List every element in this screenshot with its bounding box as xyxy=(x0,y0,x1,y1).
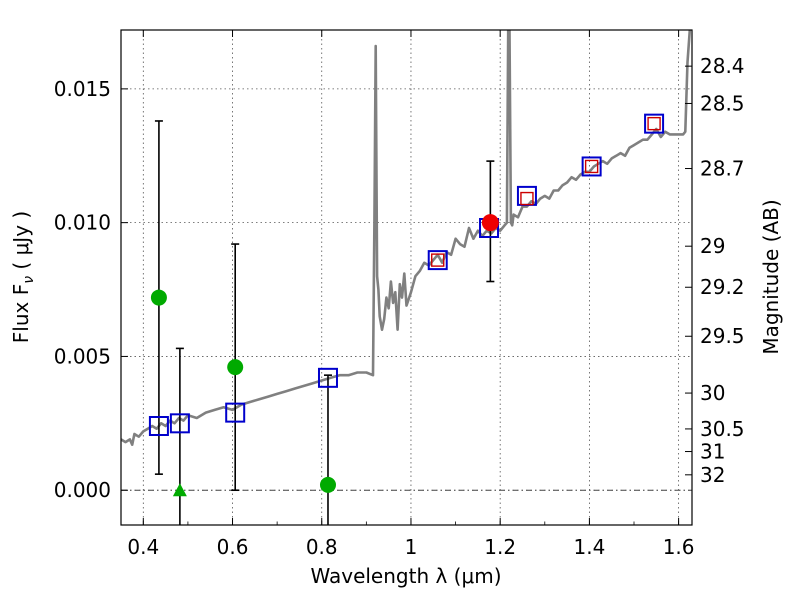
y-axis-ticks: 0.000 0.005 0.010 0.015 xyxy=(54,77,128,502)
y-axis-title-unit: ( μJy ) xyxy=(9,211,33,276)
model-flux-square xyxy=(225,402,246,423)
ir-photometry-square xyxy=(520,191,534,206)
magnitude-tick-label: 28.5 xyxy=(700,91,745,115)
optical-photometry-point xyxy=(227,359,244,376)
model-flux-square xyxy=(644,113,665,134)
magnitude-tick-label: 31 xyxy=(700,440,725,464)
magnitude-tick-label: 29.2 xyxy=(700,275,745,299)
y-tick-label: 0.005 xyxy=(54,344,111,368)
magnitude-tick-label: 29.5 xyxy=(700,324,745,348)
plot-frame xyxy=(120,29,693,526)
magnitude-tick-label: 30.5 xyxy=(700,417,745,441)
y-axis-title-main: Flux F xyxy=(9,284,33,343)
x-axis-title: Wavelength λ (μm) xyxy=(310,564,501,588)
magnitude-tick-label: 28.4 xyxy=(700,54,745,78)
model-flux-square xyxy=(581,156,602,177)
x-tick-label: 0.4 xyxy=(127,535,159,559)
y-tick-label: 0.015 xyxy=(54,77,111,101)
x-tick-label: 1.2 xyxy=(484,535,516,559)
upper-limit-triangle xyxy=(172,483,187,497)
model-flux-square xyxy=(169,413,190,434)
optical-photometry-point xyxy=(150,289,167,306)
magnitude-axis-title: Magnitude (AB) xyxy=(759,199,783,354)
y-axis-title-subscript: ν xyxy=(21,276,37,284)
x-tick-label: 1.4 xyxy=(573,535,605,559)
y-tick-label: 0.000 xyxy=(54,478,111,502)
grid-lines xyxy=(121,30,692,525)
data-markers xyxy=(148,113,665,497)
magnitude-tick-label: 28.7 xyxy=(700,157,745,181)
model-flux-square xyxy=(317,367,338,388)
spectrum-line xyxy=(121,30,692,447)
x-tick-label: 1 xyxy=(405,535,418,559)
optical-photometry-point xyxy=(319,476,336,493)
ir-photometry-square xyxy=(584,159,599,174)
y-axis-title: Flux Fν ( μJy ) xyxy=(9,211,37,343)
ir-photometry-square xyxy=(431,253,445,267)
x-tick-label: 0.6 xyxy=(217,535,249,559)
y-tick-label: 0.010 xyxy=(54,211,111,235)
template-spectrum xyxy=(121,30,692,447)
ir-photometry-square xyxy=(647,116,661,131)
x-tick-label: 0.8 xyxy=(306,535,338,559)
model-flux-square xyxy=(427,250,448,271)
magnitude-tick-label: 29 xyxy=(700,234,725,258)
x-axis-ticks: 0.4 0.6 0.8 1 1.2 1.4 1.6 xyxy=(127,30,695,559)
highlight-point xyxy=(481,214,499,232)
model-flux-square xyxy=(148,416,169,436)
x-tick-label: 1.6 xyxy=(663,535,695,559)
magnitude-tick-label: 32 xyxy=(700,463,725,487)
error-bars xyxy=(154,120,495,525)
magnitude-tick-label: 30 xyxy=(700,381,725,405)
